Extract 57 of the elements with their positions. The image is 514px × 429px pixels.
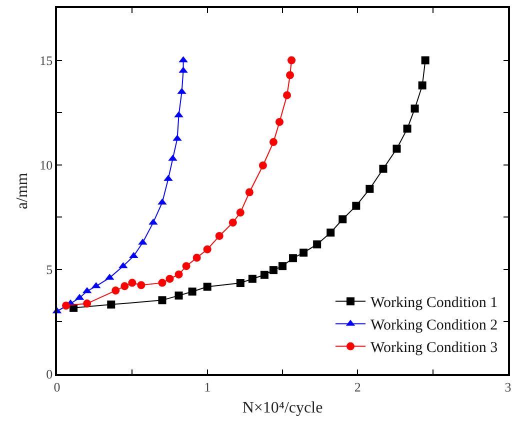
point bbox=[174, 292, 183, 300]
point bbox=[379, 164, 388, 173]
point bbox=[392, 144, 401, 153]
point bbox=[228, 218, 237, 227]
point bbox=[83, 300, 92, 308]
point bbox=[174, 270, 183, 278]
point bbox=[352, 202, 360, 210]
point bbox=[286, 71, 294, 80]
point bbox=[62, 302, 70, 310]
point bbox=[245, 188, 254, 196]
legend-label: Working Condition 1 bbox=[370, 295, 498, 312]
x-tick-label: 1 bbox=[204, 379, 211, 394]
y-tick-label: 10 bbox=[40, 157, 53, 172]
point bbox=[410, 104, 419, 113]
point bbox=[258, 161, 267, 170]
point bbox=[158, 296, 166, 304]
point bbox=[288, 56, 296, 64]
point bbox=[112, 286, 120, 295]
point bbox=[120, 282, 129, 290]
point bbox=[128, 278, 136, 287]
x-axis-title: N×10⁴/cycle bbox=[242, 400, 323, 417]
point bbox=[236, 208, 244, 217]
point bbox=[278, 262, 286, 270]
point bbox=[248, 274, 256, 283]
x-tick-label: 3 bbox=[504, 379, 512, 394]
point bbox=[182, 262, 190, 270]
point bbox=[366, 184, 374, 193]
point bbox=[188, 288, 196, 296]
y-axis-title: a/mm bbox=[14, 172, 32, 210]
y-tick-label: 5 bbox=[46, 262, 53, 277]
point bbox=[403, 124, 412, 133]
point bbox=[203, 245, 212, 254]
y-tick-label: 0 bbox=[46, 366, 53, 382]
point bbox=[421, 56, 430, 64]
point bbox=[158, 278, 166, 287]
point bbox=[107, 300, 116, 309]
point bbox=[289, 254, 298, 262]
point bbox=[326, 228, 335, 237]
point bbox=[338, 215, 347, 224]
point bbox=[260, 270, 268, 279]
x-tick-label: 2 bbox=[354, 379, 361, 394]
point bbox=[275, 118, 284, 126]
point bbox=[418, 81, 426, 90]
point bbox=[283, 91, 292, 100]
point bbox=[313, 240, 322, 248]
point bbox=[203, 282, 212, 291]
point bbox=[137, 281, 146, 290]
point bbox=[192, 254, 201, 262]
y-tick-label: 15 bbox=[40, 52, 53, 68]
legend-label: Working Condition 2 bbox=[370, 318, 498, 334]
point bbox=[300, 248, 308, 257]
legend-label: Working Condition 3 bbox=[370, 340, 498, 356]
point bbox=[215, 232, 224, 240]
point bbox=[166, 274, 174, 283]
point bbox=[269, 266, 278, 274]
point bbox=[236, 279, 244, 288]
point bbox=[269, 138, 278, 146]
